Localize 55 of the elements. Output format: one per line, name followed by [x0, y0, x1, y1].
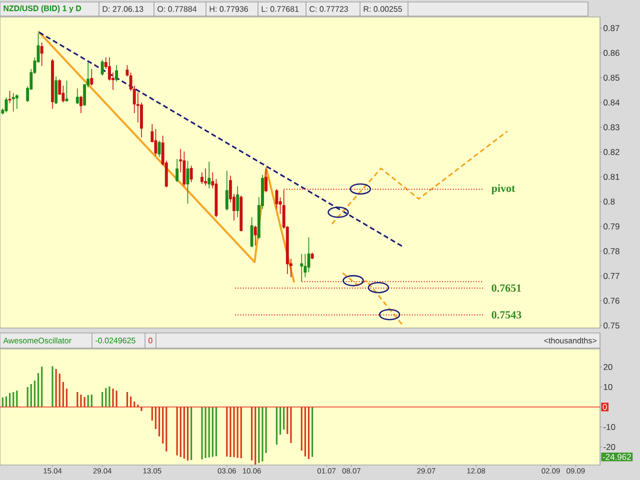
candlestick — [15, 94, 18, 110]
y-tick-label: 0.83 — [604, 124, 620, 130]
candlestick — [90, 68, 94, 86]
candlestick — [115, 64, 118, 82]
series-label: pivot — [491, 184, 516, 194]
y-tick-label: 0.81 — [604, 174, 620, 180]
y-tick-label: 0.78 — [604, 248, 620, 254]
series-label: 0.7651 — [492, 284, 522, 292]
y-tick-label: 20 — [604, 364, 612, 370]
candlestick — [310, 252, 314, 260]
candlestick — [182, 151, 186, 187]
candlestick — [51, 58, 54, 110]
text: L: 0.77681 — [262, 6, 299, 12]
y-tick-label: 0.87 — [604, 25, 620, 32]
candlestick — [250, 216, 254, 248]
text: D: 27.06.13 — [102, 6, 144, 12]
candlestick — [240, 195, 243, 232]
candlestick — [54, 76, 58, 104]
y-tick-label: 0.84 — [604, 99, 620, 106]
text: -0.0249625 — [96, 338, 136, 344]
text: O: 0.77884 — [158, 6, 197, 12]
candlestick — [80, 95, 82, 114]
candlestick — [204, 168, 208, 186]
candlestick — [225, 170, 228, 211]
candlestick — [300, 254, 304, 282]
y-tick-label: 0.86 — [604, 50, 620, 56]
candlestick — [176, 158, 179, 183]
y-tick-label: 10 — [604, 384, 612, 390]
y-tick-label: -20 — [604, 444, 616, 450]
candlestick — [200, 172, 204, 184]
candlestick — [76, 88, 79, 104]
y-tick-label: -10 — [604, 424, 616, 430]
y-tick-label: 0.8 — [604, 198, 615, 205]
y-axis-title: <thousandths> — [544, 338, 596, 344]
y-tick-label: 0.77 — [604, 272, 620, 279]
text: R: 0.00255 — [364, 6, 402, 12]
text: 0 — [148, 338, 152, 344]
chart-title: AwesomeOscillator — [3, 338, 72, 344]
candlestick — [236, 186, 240, 218]
candlestick — [254, 225, 257, 246]
candlestick — [190, 165, 193, 183]
candlestick — [100, 59, 104, 76]
series-label: 0.7543 — [492, 311, 522, 319]
y-tick-label: 0.75 — [604, 322, 620, 329]
candlestick — [264, 168, 268, 193]
y-tick-label: 0.76 — [604, 298, 620, 304]
y-tick-label: 0.85 — [604, 74, 620, 81]
candlestick — [208, 161, 211, 189]
chart-title: NZD/USD (BID) 1 y D — [4, 5, 82, 13]
text: -24.962 — [602, 454, 631, 460]
ref-line-label: 0 — [602, 404, 607, 410]
text: C: 0.77723 — [310, 6, 348, 12]
text: H: 0.77936 — [210, 6, 248, 12]
y-tick-label: 0.82 — [604, 149, 620, 156]
y-tick-label: 0.79 — [604, 223, 620, 230]
